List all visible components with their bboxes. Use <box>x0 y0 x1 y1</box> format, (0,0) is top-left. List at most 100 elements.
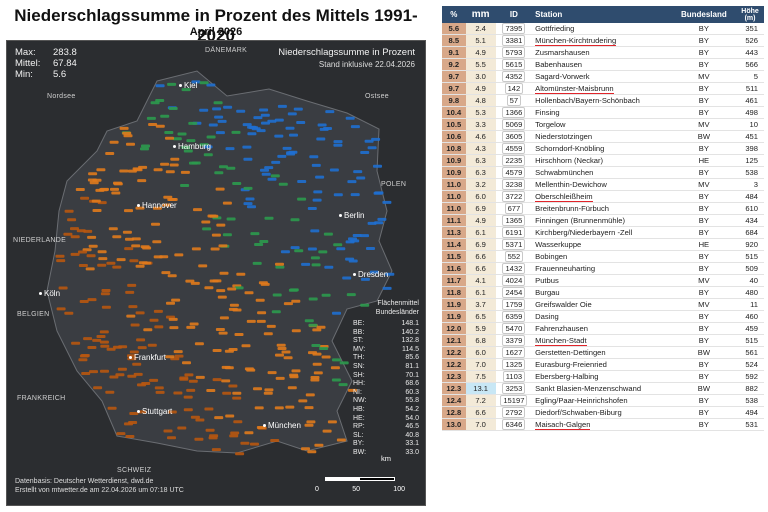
station-mark <box>87 178 97 182</box>
id-cell: 5470 <box>495 322 533 336</box>
header-hoehe[interactable]: Höhe (m) <box>736 6 764 23</box>
table-row[interactable]: 9.8 4.8 57 Hollenbach/Bayern-Schönbach BY 461 <box>442 94 764 108</box>
table-row[interactable]: 11.3 6.1 6191 Kirchberg/Niederbayern -Zell B… <box>442 226 764 240</box>
station-mark <box>119 126 129 130</box>
station-mark <box>128 305 138 309</box>
station-mark <box>218 331 228 335</box>
header-bundesland[interactable]: Bundesland <box>671 6 737 23</box>
station-mark <box>260 168 269 172</box>
table-row[interactable]: 9.7 3.0 4352 Sagard-Vorwerk MV 5 <box>442 70 764 84</box>
table-row[interactable]: 12.2 6.0 1627 Gerstetten-Dettingen BW 561 <box>442 346 764 360</box>
station-mark <box>173 350 183 354</box>
flaechenmittel-land: BY: <box>353 440 364 448</box>
table-row[interactable]: 12.4 7.2 15197 Egling/Paar-Heinrichshofen BY… <box>442 394 764 408</box>
table-row[interactable]: 12.1 6.8 3379 München-Stadt BY 515 <box>442 334 764 348</box>
station-mark <box>88 172 98 176</box>
table-row[interactable]: 9.7 4.9 142 Altomünster-Maisbrunn BY 511 <box>442 82 764 96</box>
station-mark <box>235 452 245 456</box>
flaechenmittel-row: SN: 81.1 <box>353 363 419 372</box>
table-row[interactable]: 12.2 7.0 1325 Eurasburg-Freienried BY 524 <box>442 358 764 372</box>
table-row[interactable]: 8.5 5.1 3381 München-Kirchtrudering BY 526 <box>442 34 764 48</box>
mm-cell: 6.6 <box>465 250 496 264</box>
table-row[interactable]: 13.0 7.0 6346 Maisach-Galgen BY 531 <box>442 418 764 432</box>
station-mark <box>288 150 298 154</box>
station-cell: Hirschhorn (Neckar) <box>532 154 672 168</box>
table-row[interactable]: 11.8 6.1 2454 Burgau BY 480 <box>442 286 764 300</box>
station-mark <box>382 200 392 204</box>
percent-cell: 11.5 <box>442 250 466 264</box>
station-mark <box>123 134 133 138</box>
mm-cell: 6.1 <box>465 286 496 300</box>
station-mark <box>219 316 229 320</box>
station-mark <box>382 286 392 290</box>
table-row[interactable]: 11.0 6.9 677 Breitenbrunn-Fürbuch BY 610 <box>442 202 764 216</box>
table-row[interactable]: 12.3 13.1 3253 Sankt Blasien-Menzenschwand B… <box>442 382 764 396</box>
table-row[interactable]: 10.5 3.3 5069 Torgelow MV 10 <box>442 118 764 132</box>
station-mark <box>140 147 149 151</box>
station-mark <box>241 344 251 348</box>
bundesland-cell: BY <box>671 394 737 408</box>
station-cell: Finsing <box>532 106 672 120</box>
station-mark <box>199 81 209 85</box>
station-mark <box>276 343 286 347</box>
station-mark <box>250 442 259 446</box>
id-cell: 1759 <box>495 298 533 312</box>
station-mark <box>360 303 370 307</box>
table-row[interactable]: 12.0 5.9 5470 Fahrenzhausen BY 459 <box>442 322 764 336</box>
station-mark <box>275 262 284 266</box>
table-row[interactable]: 11.9 3.7 1759 Greifswalder Oie MV 11 <box>442 298 764 312</box>
station-mark <box>198 264 208 268</box>
station-mark <box>307 450 317 454</box>
station-mark <box>126 314 136 318</box>
station-mark <box>275 265 285 269</box>
table-row[interactable]: 10.9 6.3 2235 Hirschhorn (Neckar) HE 125 <box>442 154 764 168</box>
station-mark <box>310 256 320 260</box>
table-row[interactable]: 11.9 6.5 6359 Dasing BY 460 <box>442 310 764 324</box>
station-mark <box>100 292 110 296</box>
station-mark <box>147 343 157 347</box>
mm-cell: 4.8 <box>465 94 496 108</box>
hoehe-cell: 443 <box>736 46 764 60</box>
station-mark <box>356 176 366 180</box>
id-cell: 1627 <box>495 346 533 360</box>
table-row[interactable]: 11.0 6.0 3722 Oberschleißheim BY 484 <box>442 190 764 204</box>
station-cell: Gottfrieding <box>532 23 672 36</box>
table-row[interactable]: 10.6 4.6 3605 Niederstotzingen BW 451 <box>442 130 764 144</box>
table-row[interactable]: 9.2 5.5 5615 Babenhausen BY 566 <box>442 58 764 72</box>
station-mark <box>348 388 357 392</box>
table-row[interactable]: 11.4 6.9 5371 Wasserkuppe HE 920 <box>442 238 764 252</box>
header-station[interactable]: Station <box>532 6 672 23</box>
station-mark <box>105 152 115 155</box>
station-mark <box>89 370 98 374</box>
station-mark <box>236 109 246 113</box>
table-row[interactable]: 10.9 6.3 4579 Schwabmünchen BY 538 <box>442 166 764 180</box>
station-mark <box>151 222 160 226</box>
station-mark <box>342 276 352 280</box>
table-row[interactable]: 9.1 4.9 5793 Zusmarshausen BY 443 <box>442 46 764 60</box>
station-mark <box>126 142 135 146</box>
station-mark <box>309 155 319 159</box>
table-row[interactable]: 10.8 4.3 4559 Schorndorf-Knöbling BY 398 <box>442 142 764 156</box>
header-percent[interactable]: % <box>442 6 466 23</box>
header-id[interactable]: ID <box>495 6 533 23</box>
table-row[interactable]: 5.6 2.4 7395 Gottfrieding BY 351 <box>442 23 764 36</box>
flaechenmittel-value: 68.6 <box>405 380 419 388</box>
table-row[interactable]: 11.5 6.6 552 Bobingen BY 515 <box>442 250 764 264</box>
table-row[interactable]: 11.0 3.2 3238 Mellenthin-Dewichow MV 3 <box>442 178 764 192</box>
table-row[interactable]: 12.3 7.5 1103 Ebersberg-Halbing BY 592 <box>442 370 764 384</box>
station-mark <box>202 227 212 231</box>
table-row[interactable]: 10.4 5.3 1366 Finsing BY 498 <box>442 106 764 120</box>
station-mark <box>247 205 256 209</box>
header-mm[interactable]: mm <box>465 6 496 23</box>
table-row[interactable]: 12.8 6.6 2792 Diedorf/Schwaben-Biburg BY 494 <box>442 406 764 420</box>
station-mark <box>236 272 246 276</box>
station-mark <box>242 145 252 149</box>
station-mark <box>347 180 357 184</box>
flaechenmittel-rows: BE: 148.1 BB: 140.2 ST: 132.8 MV: 114.5 TH: 85.6 S… <box>353 320 419 458</box>
table-row[interactable]: 11.1 4.9 1365 Finningen (Brunnenmühle) BY 434 <box>442 214 764 228</box>
station-mark <box>106 261 116 265</box>
table-row[interactable]: 11.7 4.1 4024 Putbus MV 40 <box>442 274 764 288</box>
station-mark <box>132 362 142 366</box>
station-mark <box>293 107 303 111</box>
table-row[interactable]: 11.6 6.6 1432 Frauenneuharting BY 509 <box>442 262 764 276</box>
